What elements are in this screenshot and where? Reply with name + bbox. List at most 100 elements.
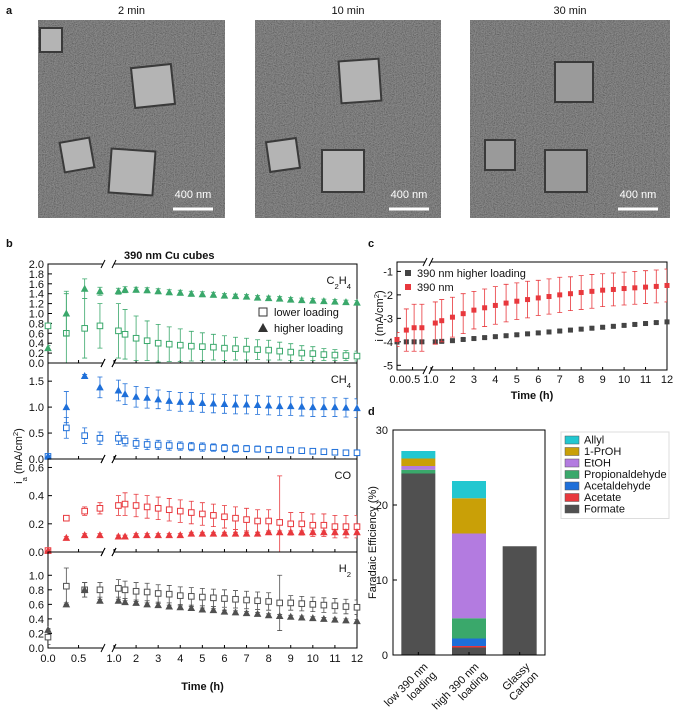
marker [243, 516, 250, 523]
marker [121, 532, 129, 540]
marker [298, 600, 306, 607]
marker [114, 386, 123, 394]
marker [331, 403, 339, 411]
marker [621, 322, 627, 328]
marker [143, 337, 151, 345]
marker [297, 613, 306, 621]
marker [232, 345, 239, 352]
y-tick-label: 0.8 [29, 585, 44, 597]
marker [298, 349, 306, 357]
marker [320, 351, 328, 358]
marker [81, 432, 88, 439]
marker [132, 502, 140, 509]
y-tick-label: 0.2 [29, 348, 44, 360]
marker [264, 611, 273, 619]
marker [143, 600, 151, 608]
axis-break [111, 358, 117, 368]
legend-label: 1-PrOH [584, 446, 621, 458]
axis-break-gap [425, 260, 431, 264]
marker [276, 519, 283, 526]
x-tick-label: 3 [471, 374, 477, 386]
marker [643, 321, 649, 327]
plot-frame [396, 261, 668, 371]
marker [96, 287, 104, 295]
marker [115, 327, 122, 335]
x-tick-label: 10 [618, 374, 630, 386]
y-axis-label-part: ) [374, 290, 386, 294]
marker [199, 443, 206, 451]
error-bar [664, 268, 667, 303]
marker [143, 503, 151, 511]
marker [320, 403, 328, 411]
marker [276, 599, 283, 607]
y-tick-label: 1.4 [29, 289, 44, 301]
marker [449, 338, 455, 344]
marker [297, 402, 306, 410]
marker [220, 529, 229, 537]
marker [242, 292, 251, 300]
marker [231, 292, 240, 300]
marker [600, 287, 606, 293]
marker [525, 331, 531, 337]
marker [44, 322, 52, 330]
y-tick-label: 0.6 [29, 599, 44, 611]
axis-break-gap [425, 368, 431, 372]
marker [121, 500, 129, 508]
marker [154, 531, 162, 539]
marker [309, 521, 317, 529]
marker [471, 336, 477, 342]
marker [253, 293, 262, 301]
marker [353, 449, 361, 457]
marker [165, 396, 174, 404]
axis-break [100, 454, 106, 464]
marker [265, 346, 272, 354]
axis-break [422, 257, 428, 267]
marker [275, 612, 284, 619]
marker [254, 517, 261, 525]
x-tick-label: 9 [288, 653, 294, 665]
marker [154, 339, 162, 347]
marker [600, 324, 606, 330]
marker [81, 507, 88, 515]
marker [154, 287, 162, 295]
legend-label: Allyl [584, 435, 604, 447]
error-bar-group [48, 548, 51, 552]
y-tick-label: 0.5 [29, 428, 44, 440]
marker [165, 340, 173, 348]
marker [320, 601, 328, 609]
marker [62, 403, 71, 411]
marker [320, 614, 328, 622]
marker [275, 528, 284, 536]
panel-label-part: 4 [347, 381, 352, 390]
image-title: 30 min [553, 5, 586, 17]
scale-bar-label: 400 nm [391, 189, 428, 201]
legend-label: Acetaldehyde [584, 481, 651, 493]
legend-swatch [564, 481, 580, 491]
bar-segment [401, 458, 436, 466]
marker [331, 602, 339, 610]
marker [320, 297, 328, 305]
legend-swatch [564, 447, 580, 456]
marker [154, 441, 162, 449]
marker [342, 403, 350, 411]
marker [342, 298, 350, 306]
x-tick-label: 7 [557, 374, 563, 386]
legend-label: Propionaldehyde [584, 469, 667, 481]
marker [621, 286, 627, 292]
marker [297, 528, 306, 536]
legend-swatch [564, 470, 580, 479]
bar-segment [452, 498, 486, 534]
marker [253, 401, 262, 409]
axis-break [428, 257, 434, 267]
marker [287, 599, 295, 607]
marker [220, 399, 229, 407]
marker [557, 328, 563, 334]
panel-letter: b [6, 238, 13, 250]
bar-segment [452, 646, 486, 648]
marker [187, 289, 196, 297]
panel-letter: d [368, 406, 375, 418]
x-tick-label: 0.5 [405, 374, 420, 386]
marker [121, 586, 129, 594]
marker [632, 321, 638, 327]
marker [115, 585, 122, 592]
